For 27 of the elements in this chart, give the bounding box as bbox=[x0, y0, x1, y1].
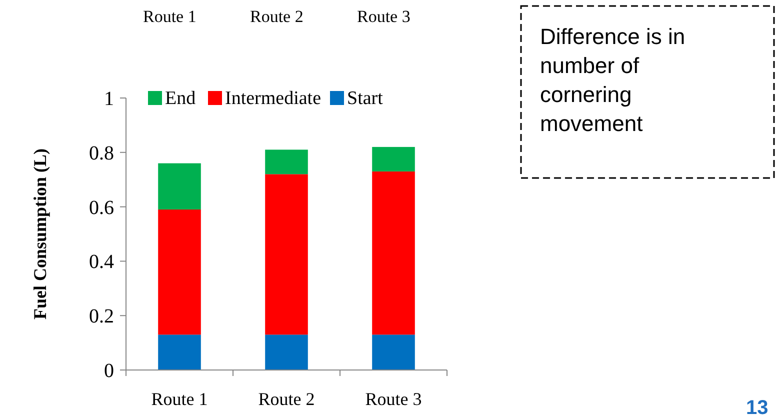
bar bbox=[158, 210, 201, 335]
bar bbox=[372, 171, 415, 335]
y-tick-label: 0.6 bbox=[89, 196, 114, 219]
bar bbox=[158, 334, 201, 370]
text: Difference is in number of cornering movement bbox=[540, 24, 686, 136]
text: 13 bbox=[746, 397, 768, 418]
text: Route 1 bbox=[143, 7, 196, 26]
x-tick-label: Route 1 bbox=[151, 389, 208, 409]
y-axis-title: Fuel Consumption (L) bbox=[30, 148, 50, 320]
bar bbox=[265, 174, 308, 335]
y-tick-label: 0.2 bbox=[89, 306, 114, 328]
legend-label: Intermediate bbox=[225, 88, 322, 109]
legend-label: End bbox=[165, 88, 196, 109]
legend-label: Start bbox=[347, 88, 384, 109]
x-tick-label: Route 2 bbox=[258, 389, 315, 409]
y-tick-label: 0.4 bbox=[89, 251, 114, 274]
text: Route 2 bbox=[250, 7, 304, 26]
bar bbox=[372, 146, 415, 172]
bar bbox=[265, 334, 308, 370]
text: Route 3 bbox=[357, 7, 410, 26]
x-tick-label: Route 3 bbox=[365, 389, 422, 409]
bar bbox=[265, 150, 308, 174]
bar bbox=[372, 334, 415, 370]
bar bbox=[158, 163, 201, 210]
y-tick-label: 1 bbox=[104, 88, 114, 110]
y-tick-label: 0.8 bbox=[89, 142, 114, 164]
y-tick-label: 0 bbox=[104, 360, 114, 382]
